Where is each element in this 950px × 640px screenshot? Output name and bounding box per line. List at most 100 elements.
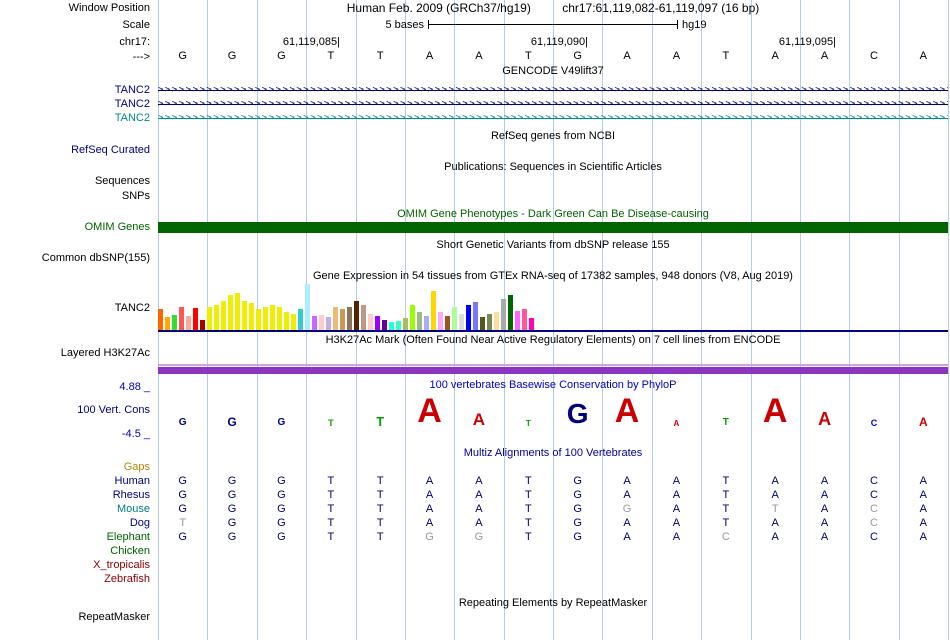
assembly-title: Human Feb. 2009 (GRCh37/hg19) xyxy=(346,1,531,15)
gene-model-row[interactable]: >>>>>>>>>>>>>>>>>>>>>>>>>>>>>>>>>>>>>>>>… xyxy=(158,84,948,97)
gene-model-row[interactable]: >>>>>>>>>>>>>>>>>>>>>>>>>>>>>>>>>>>>>>>>… xyxy=(158,112,948,125)
gtex-bar xyxy=(361,305,366,330)
alignment-letter: T xyxy=(524,503,532,515)
phylop-letter: T xyxy=(525,419,531,428)
species-label[interactable]: Gaps xyxy=(123,461,150,473)
h3k27ac-track-header: H3K27Ac Mark (Often Found Near Active Re… xyxy=(325,334,781,346)
gtex-bar xyxy=(158,309,163,330)
gtex-bar xyxy=(368,314,373,330)
base-letter: G xyxy=(277,50,286,62)
snps-track-label[interactable]: SNPs xyxy=(121,190,150,202)
species-label[interactable]: Mouse xyxy=(116,503,150,515)
dbsnp-track-label[interactable]: Common dbSNP(155) xyxy=(41,252,150,264)
gtex-bar xyxy=(424,316,429,330)
phylop-letter: C xyxy=(870,418,878,428)
base-letter: T xyxy=(327,50,335,62)
species-label[interactable]: X_tropicalis xyxy=(93,559,150,571)
alignment-letter: T xyxy=(722,489,730,501)
alignment-letter: T xyxy=(722,475,730,487)
grid-line xyxy=(948,0,949,640)
alignment-letter: A xyxy=(672,517,681,529)
gtex-bar xyxy=(508,295,513,330)
alignment-letter: G xyxy=(227,503,237,515)
alignment-letter: T xyxy=(722,517,730,529)
gtex-bar xyxy=(522,309,527,330)
alignment-letter: A xyxy=(672,531,681,543)
species-label[interactable]: Elephant xyxy=(106,531,150,543)
gtex-bar xyxy=(340,309,345,330)
phylop-letter: G xyxy=(178,417,187,428)
dbsnp-track-header: Short Genetic Variants from dbSNP releas… xyxy=(436,239,670,251)
alignment-letter: A xyxy=(425,475,434,487)
alignment-letter: G xyxy=(474,531,484,543)
ruler-label: 61,119,090| xyxy=(530,36,588,48)
gencode-track-label[interactable]: TANC2 xyxy=(114,84,150,96)
species-label[interactable]: Dog xyxy=(129,517,150,529)
gtex-bar xyxy=(375,316,380,330)
omim-gene-bar[interactable] xyxy=(158,222,948,233)
alignment-letter: T xyxy=(524,531,532,543)
alignment-letter: A xyxy=(475,517,483,529)
omim-track-label[interactable]: OMIM Genes xyxy=(84,221,150,233)
gtex-track-label[interactable]: TANC2 xyxy=(114,302,150,314)
repeatmasker-track-label[interactable]: RepeatMasker xyxy=(78,611,150,623)
alignment-letter: A xyxy=(919,503,927,515)
alignment-letter: A xyxy=(771,517,779,529)
base-letter: A xyxy=(672,50,681,62)
alignment-letter: G xyxy=(573,475,582,487)
alignment-letter: G xyxy=(178,503,187,515)
alignment-letter: A xyxy=(475,475,483,487)
species-label[interactable]: Human xyxy=(114,475,150,487)
refseq-track-header: RefSeq genes from NCBI xyxy=(490,130,616,142)
sequences-track-label[interactable]: Sequences xyxy=(94,175,150,187)
gtex-bar xyxy=(221,301,226,330)
alignment-letter: G xyxy=(178,475,187,487)
alignment-letter: T xyxy=(327,517,335,529)
alignment-letter: G xyxy=(227,531,237,543)
gencode-track-label[interactable]: TANC2 xyxy=(114,112,150,124)
gtex-bar xyxy=(312,316,317,330)
alignment-letter: A xyxy=(672,503,681,515)
gtex-bar xyxy=(235,293,240,330)
gtex-bars[interactable] xyxy=(158,284,948,330)
base-letter: G xyxy=(573,50,582,62)
gtex-bar xyxy=(529,318,534,330)
alignment-letter: T xyxy=(524,517,532,529)
h3k27ac-band[interactable] xyxy=(158,367,948,374)
alignment-letter: A xyxy=(771,475,779,487)
gencode-track-label[interactable]: TANC2 xyxy=(114,98,150,110)
gtex-bar xyxy=(347,307,352,330)
base-letter: C xyxy=(869,50,878,62)
gtex-bar xyxy=(319,315,324,330)
gtex-bar xyxy=(179,307,184,330)
species-label[interactable]: Zebrafish xyxy=(104,573,150,585)
species-label[interactable]: Rhesus xyxy=(112,489,150,501)
h3k27ac-band-top xyxy=(158,364,948,366)
base-letter: A xyxy=(919,50,927,62)
base-letter: T xyxy=(722,50,730,62)
h3k27ac-track-label[interactable]: Layered H3K27Ac xyxy=(60,347,150,359)
gtex-bar xyxy=(445,316,450,330)
gtex-bar xyxy=(354,301,359,330)
gtex-bar xyxy=(487,314,492,330)
alignment-letter: G xyxy=(622,503,632,515)
gtex-bar xyxy=(480,317,485,330)
alignment-letter: G xyxy=(227,489,237,501)
conservation-track-label[interactable]: 100 Vert. Cons xyxy=(77,404,150,416)
alignment-letter: A xyxy=(623,517,631,529)
refseq-curated-label[interactable]: RefSeq Curated xyxy=(71,144,150,156)
grid-line xyxy=(750,0,752,640)
gtex-bar xyxy=(396,321,401,330)
alignment-letter: C xyxy=(869,517,878,529)
species-label[interactable]: Chicken xyxy=(110,545,150,557)
gene-model-row[interactable]: >>>>>>>>>>>>>>>>>>>>>>>>>>>>>>>>>>>>>>>>… xyxy=(158,98,948,111)
gtex-bar xyxy=(186,316,191,330)
